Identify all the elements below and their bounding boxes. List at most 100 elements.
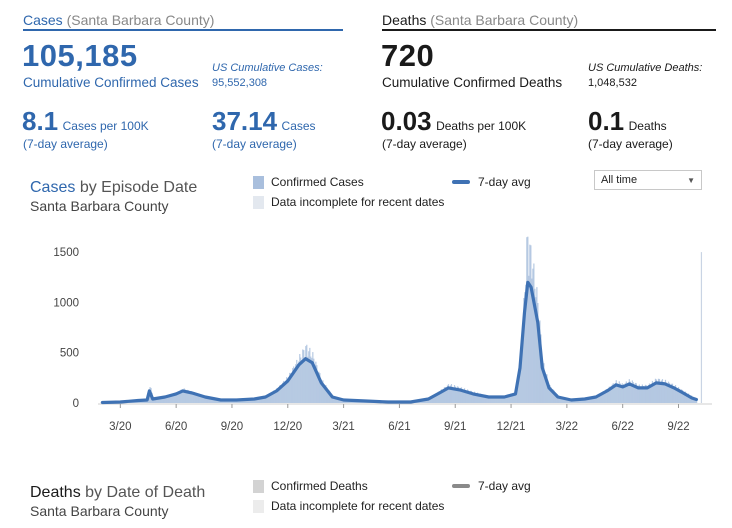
case-bar bbox=[268, 396, 270, 403]
case-bar bbox=[641, 384, 643, 403]
case-bar bbox=[591, 397, 593, 403]
case-bar bbox=[539, 320, 541, 403]
case-bar bbox=[598, 394, 600, 403]
y-tick-label: 1500 bbox=[53, 247, 79, 259]
deaths-legend-line-label: 7-day avg bbox=[478, 479, 531, 493]
case-bar bbox=[294, 372, 296, 403]
case-bar bbox=[172, 395, 174, 403]
line-swatch bbox=[452, 180, 470, 184]
case-bar bbox=[231, 400, 234, 403]
case-bar bbox=[215, 398, 217, 403]
case-bar bbox=[265, 397, 267, 403]
case-bar bbox=[189, 391, 191, 403]
case-bar bbox=[209, 397, 211, 403]
case-bar bbox=[687, 393, 690, 403]
case-bar bbox=[480, 393, 482, 403]
case-bar bbox=[472, 392, 475, 403]
case-bar bbox=[447, 384, 450, 403]
deaths-per100k-value: 0.03 bbox=[381, 106, 432, 136]
case-bar bbox=[249, 398, 252, 403]
deaths-daily-avg: (7-day average) bbox=[588, 137, 673, 151]
case-bar bbox=[325, 385, 327, 403]
case-bar bbox=[596, 396, 598, 403]
us-cases-value: 95,552,308 bbox=[212, 77, 268, 89]
cases-total: 105,185 bbox=[22, 38, 138, 73]
case-bar bbox=[491, 396, 493, 403]
case-bar bbox=[583, 398, 585, 403]
case-bar bbox=[680, 389, 683, 403]
deaths-per100k-avg: (7-day average) bbox=[382, 137, 467, 151]
case-bar bbox=[535, 297, 537, 403]
case-bar bbox=[436, 393, 439, 403]
case-bar bbox=[590, 398, 592, 403]
x-tick-label: 6/22 bbox=[611, 421, 633, 433]
case-bar bbox=[210, 397, 212, 403]
case-bar bbox=[237, 400, 240, 403]
case-bar bbox=[295, 364, 297, 403]
case-bar bbox=[195, 394, 197, 403]
case-bar bbox=[608, 386, 610, 403]
case-bar bbox=[527, 236, 529, 403]
case-bar bbox=[300, 357, 302, 403]
case-bar bbox=[191, 393, 193, 403]
case-bar bbox=[499, 396, 501, 403]
case-bar bbox=[432, 396, 434, 403]
case-bar bbox=[657, 378, 660, 403]
case-bar bbox=[183, 388, 185, 403]
case-bar bbox=[495, 397, 497, 403]
case-bar bbox=[190, 391, 192, 403]
case-bar bbox=[661, 379, 664, 403]
case-bar bbox=[647, 385, 650, 403]
case-bar bbox=[173, 393, 175, 403]
case-bar bbox=[465, 391, 468, 403]
deaths-header: Deaths (Santa Barbara County) bbox=[382, 12, 578, 28]
case-bar bbox=[640, 387, 642, 403]
case-bar bbox=[318, 371, 320, 403]
case-bar bbox=[276, 388, 278, 403]
case-bar bbox=[645, 385, 647, 403]
case-bar bbox=[310, 356, 312, 403]
case-bar bbox=[689, 395, 691, 403]
case-bar bbox=[460, 387, 463, 403]
case-bar bbox=[548, 385, 550, 403]
case-bar bbox=[163, 396, 165, 403]
case-bar bbox=[662, 382, 665, 403]
case-bar bbox=[511, 394, 513, 403]
case-bar bbox=[203, 395, 205, 403]
cases-legend-line: 7-day avg bbox=[452, 175, 531, 189]
case-bar bbox=[536, 287, 538, 403]
case-bar bbox=[659, 383, 662, 403]
bar-swatch bbox=[253, 175, 264, 189]
x-tick-label: 3/21 bbox=[332, 421, 354, 433]
case-bar bbox=[197, 393, 199, 403]
case-bar bbox=[469, 390, 472, 403]
case-bar bbox=[273, 390, 275, 403]
case-bar bbox=[658, 378, 661, 403]
case-bar bbox=[282, 382, 284, 403]
case-bar bbox=[446, 385, 449, 403]
case-bar bbox=[272, 392, 274, 403]
cases-per100k-avg: (7-day average) bbox=[23, 137, 108, 151]
case-bar bbox=[335, 396, 337, 403]
time-range-dropdown[interactable]: All time ▼ bbox=[594, 170, 702, 190]
case-bar bbox=[444, 387, 447, 403]
case-bar bbox=[158, 397, 160, 403]
case-bar bbox=[317, 375, 319, 403]
case-bar bbox=[504, 396, 506, 403]
case-bar bbox=[193, 392, 195, 403]
case-bar bbox=[526, 237, 528, 403]
case-bar bbox=[194, 393, 196, 403]
case-bar bbox=[336, 397, 338, 403]
case-bar bbox=[496, 396, 498, 403]
case-bar bbox=[648, 383, 651, 403]
case-bar bbox=[306, 344, 308, 403]
case-bar bbox=[686, 394, 689, 403]
case-bar bbox=[609, 386, 611, 403]
case-bar bbox=[643, 388, 645, 403]
case-bar bbox=[551, 391, 553, 403]
case-bar bbox=[275, 390, 277, 403]
case-bar bbox=[560, 397, 562, 403]
case-bar bbox=[565, 398, 567, 403]
case-bar bbox=[558, 397, 560, 403]
cases-daily: 37.14 Cases bbox=[212, 106, 316, 137]
